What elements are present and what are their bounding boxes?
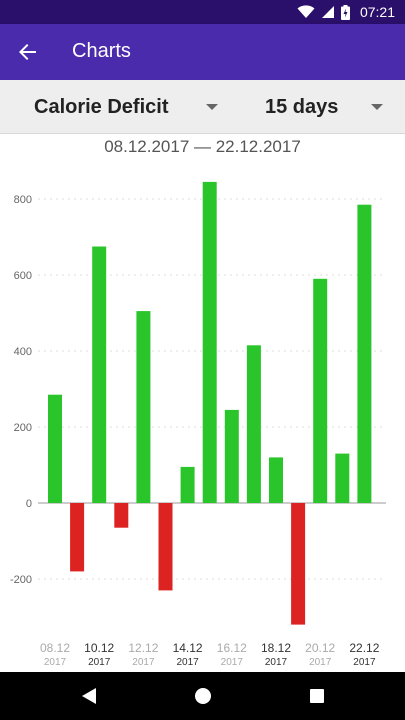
battery-icon: [340, 4, 350, 20]
x-tick-label: 18.12: [261, 641, 291, 655]
y-tick-label: 600: [14, 270, 32, 282]
bar: [313, 278, 328, 503]
arrow-back-icon: [19, 44, 36, 60]
bar: [357, 204, 372, 503]
bar: [70, 503, 85, 572]
bar: [136, 311, 151, 503]
period-dropdown[interactable]: 15 days: [230, 80, 405, 134]
bar: [269, 457, 283, 503]
nav-home-button[interactable]: [189, 682, 217, 710]
metric-dropdown-label: Calorie Deficit: [34, 95, 169, 118]
bar: [92, 246, 107, 503]
nav-recents-button[interactable]: [303, 682, 331, 710]
x-tick-label: 22.12: [349, 641, 379, 655]
back-button[interactable]: [14, 38, 42, 66]
chevron-down-icon: [371, 104, 383, 110]
calorie-deficit-chart: -200 0 200 400 600 800 08.12 2017 10.12 2017 12.12…: [10, 181, 386, 668]
x-tick-label: 20.12: [305, 641, 335, 655]
page-title: Charts: [72, 40, 131, 62]
chart-area: 08.12.2017 — 22.12.2017 -200 0 200 400 600 80…: [0, 135, 405, 672]
bar: [114, 503, 129, 528]
bar: [202, 181, 217, 503]
x-tick-year-label: 2017: [132, 657, 155, 668]
x-tick-year-label: 2017: [221, 657, 244, 668]
chart-title: 08.12.2017 — 22.12.2017: [104, 137, 301, 156]
navigation-bar: [0, 672, 405, 720]
y-tick-label: 800: [14, 194, 32, 206]
bar: [335, 453, 350, 503]
bar: [48, 394, 62, 503]
y-tick-label: 400: [14, 346, 32, 358]
x-tick-year-label: 2017: [265, 657, 288, 668]
bar: [180, 466, 195, 503]
nav-back-button[interactable]: [75, 682, 103, 710]
x-tick-label: 08.12: [40, 641, 70, 655]
metric-dropdown[interactable]: Calorie Deficit: [0, 80, 230, 134]
bar: [246, 345, 261, 503]
y-tick-label: 200: [14, 422, 32, 434]
app-bar: Charts: [0, 24, 405, 80]
x-tick-label: 14.12: [173, 641, 203, 655]
bar: [158, 503, 173, 591]
x-tick-year-label: 2017: [309, 657, 332, 668]
x-tick-year-label: 2017: [44, 657, 67, 668]
status-time: 07:21: [359, 4, 395, 20]
bar: [291, 503, 306, 625]
x-tick-year-label: 2017: [176, 657, 199, 668]
x-tick-label: 12.12: [128, 641, 158, 655]
bar: [224, 409, 239, 503]
chevron-down-icon: [206, 104, 218, 110]
x-tick-year-label: 2017: [88, 657, 111, 668]
signal-icon: [321, 6, 334, 18]
circle-home-icon: [195, 688, 211, 704]
status-bar: 07:21: [0, 0, 405, 24]
filter-bar: Calorie Deficit 15 days: [0, 80, 405, 134]
wifi-icon: [297, 5, 315, 18]
triangle-back-icon: [82, 688, 96, 704]
x-tick-label: 10.12: [84, 641, 114, 655]
status-icons: 07:21: [297, 0, 395, 24]
y-tick-label: -200: [10, 574, 32, 586]
period-dropdown-label: 15 days: [265, 95, 339, 118]
x-tick-label: 16.12: [217, 641, 247, 655]
square-recents-icon: [310, 689, 324, 703]
x-tick-year-label: 2017: [353, 657, 376, 668]
y-tick-label: 0: [26, 498, 32, 510]
